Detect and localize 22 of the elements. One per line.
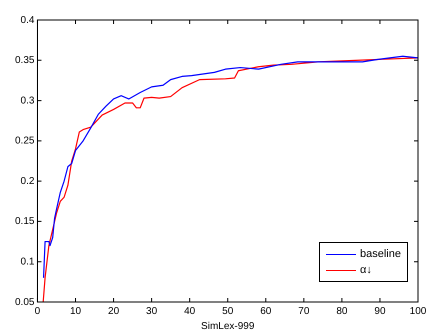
x-tick-label: 80	[336, 306, 348, 317]
y-tick-label: 0.2	[20, 176, 35, 187]
x-tick-label: 50	[222, 306, 234, 317]
x-tick-label: 30	[146, 306, 158, 317]
y-tick-label: 0.35	[14, 55, 35, 66]
x-tick-label: 90	[374, 306, 386, 317]
x-axis-title: SimLex-999	[201, 320, 255, 332]
legend-label: baseline	[360, 248, 401, 260]
y-tick-label: 0.05	[14, 296, 35, 308]
legend-label: α↓	[360, 264, 372, 276]
x-tick-label: 100	[410, 306, 427, 317]
x-tick-label: 10	[70, 306, 82, 317]
x-tick-label: 60	[260, 306, 272, 317]
y-tick-label: 0.25	[14, 136, 35, 147]
y-tick-label: 0.15	[14, 216, 35, 228]
y-tick-label: 0.4	[20, 14, 35, 26]
y-tick-label: 0.3	[20, 95, 35, 106]
x-tick-label: 0	[34, 306, 41, 317]
x-tick-label: 40	[184, 306, 196, 317]
x-tick-label: 20	[108, 306, 120, 317]
y-tick-label: 0.1	[20, 256, 35, 268]
x-tick-label: 70	[298, 306, 310, 317]
